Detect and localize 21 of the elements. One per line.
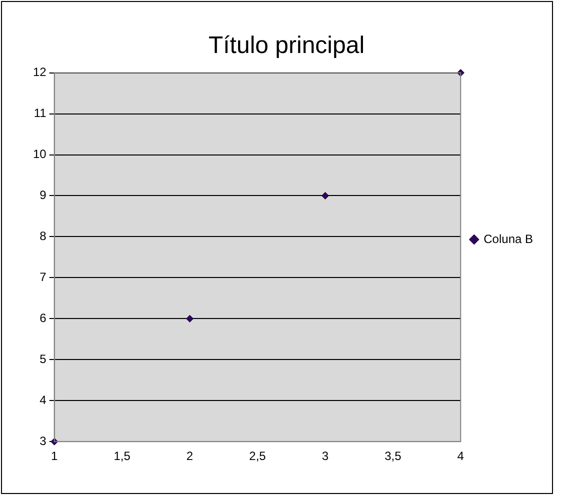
y-tick-label: 9: [40, 188, 47, 202]
x-tick-label: 1: [51, 449, 58, 464]
y-tick-label: 11: [34, 106, 47, 120]
x-tick-label: 2: [186, 449, 194, 464]
y-tick-label: 12: [32, 65, 47, 80]
x-tick-label: 3: [322, 449, 329, 464]
legend-label: Coluna B: [484, 232, 534, 246]
y-tick-label: 8: [40, 229, 47, 244]
y-tick-label: 5: [40, 352, 47, 366]
y-tick-label: 6: [40, 310, 47, 325]
y-tick-label: 4: [40, 392, 47, 407]
point: [186, 314, 194, 322]
chart-title: Título principal: [208, 32, 365, 60]
point: [321, 192, 329, 200]
y-tick-label: 3: [40, 434, 47, 448]
x-tick-label: 1,5: [114, 449, 131, 464]
y-tick-label: 10: [32, 147, 47, 162]
x-tick-label: 4: [457, 449, 464, 464]
x-tick-label: 2,5: [249, 449, 266, 464]
y-tick-label: 7: [40, 270, 47, 284]
x-tick-label: 3,5: [384, 449, 402, 464]
